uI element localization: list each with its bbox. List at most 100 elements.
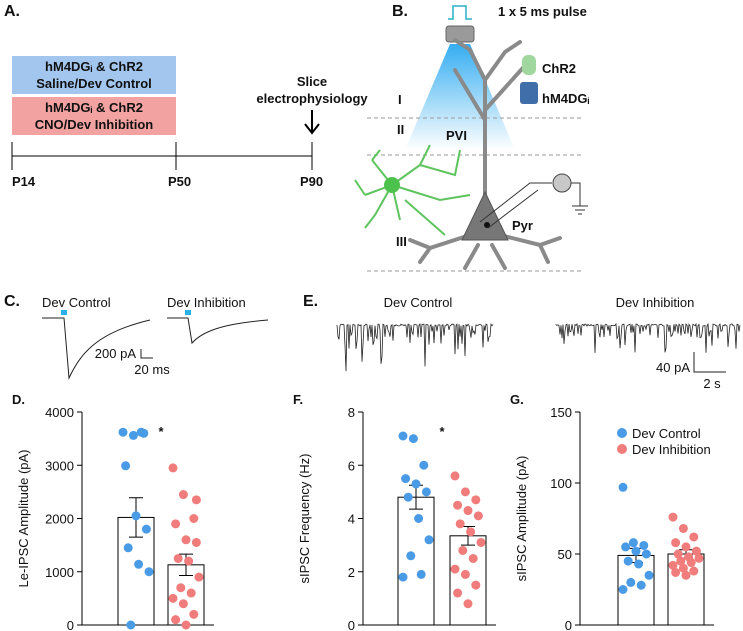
data-point: [134, 559, 144, 569]
data-point: [458, 545, 468, 555]
data-point: [668, 560, 678, 570]
data-point: [416, 569, 426, 579]
data-point: [173, 553, 183, 563]
y-axis-label: Le-IPSC Amplitude (pA): [16, 449, 31, 587]
hm4d-label: hM4DGᵢ: [542, 91, 590, 106]
scale-label: 20 ms: [134, 362, 170, 377]
y-tick-label: 4000: [45, 405, 74, 420]
data-point: [450, 471, 460, 481]
data-point: [628, 538, 638, 548]
data-point: [424, 535, 434, 545]
trace: [555, 322, 741, 353]
legend-marker: [617, 444, 627, 454]
panel-label: A.: [4, 3, 20, 20]
data-point: [466, 527, 476, 537]
data-point: [455, 519, 465, 529]
pyramidal-neuron: [408, 38, 562, 270]
panel-c: C. Dev Control Dev Inhibition 200 pA 20 …: [4, 293, 269, 380]
data-point: [641, 549, 651, 559]
data-point: [128, 430, 138, 440]
data-point: [176, 583, 186, 593]
data-point: [191, 495, 201, 505]
y-axis-label: sIPSC Frequency (Hz): [297, 453, 312, 583]
soma: [461, 190, 509, 241]
data-point: [189, 514, 199, 523]
y-tick-label: 4: [348, 512, 355, 527]
data-point: [421, 487, 431, 497]
panel-e: E. Dev Control Dev Inhibition 40 pA 2 s: [303, 293, 741, 391]
trace-title: Dev Control: [42, 295, 111, 310]
data-point: [453, 588, 463, 598]
y-tick-label: 0: [348, 618, 355, 631]
chr2-icon: [522, 55, 536, 75]
y-tick-label: 6: [348, 458, 355, 473]
data-point: [403, 492, 413, 502]
timepoint: P90: [300, 174, 323, 189]
data-point: [678, 523, 688, 533]
trace: [336, 323, 494, 372]
y-tick-label: 150: [550, 405, 572, 420]
data-point: [673, 549, 683, 559]
box-title: hM4DGᵢ & ChR2: [45, 100, 143, 115]
data-point: [644, 570, 654, 580]
data-point: [141, 524, 151, 534]
data-point: [453, 500, 463, 510]
data-point: [408, 434, 418, 444]
trace: [167, 317, 269, 345]
data-point: [463, 506, 473, 516]
interneuron: [354, 144, 471, 236]
data-point: [671, 567, 681, 577]
layer: I: [398, 92, 402, 107]
bar: [449, 535, 487, 626]
timepoint: P14: [12, 174, 36, 189]
stim-marker: [185, 310, 191, 315]
data-point: [144, 567, 154, 577]
legend-label: Dev Inhibition: [632, 442, 711, 457]
inhibition-box: [12, 97, 176, 135]
data-point: [414, 514, 424, 523]
y-tick-label: 100: [550, 476, 572, 491]
data-point: [189, 609, 199, 619]
data-point: [681, 542, 691, 552]
data-point: [473, 511, 483, 521]
data-point: [631, 546, 641, 556]
pulse-icon: [448, 5, 472, 20]
data-point: [621, 542, 631, 552]
panel-label: C.: [4, 293, 20, 310]
slice-text: electrophysiology: [256, 91, 368, 106]
panel-label: B.: [392, 3, 408, 20]
light-beam: [405, 44, 515, 150]
light-source: [445, 25, 475, 43]
box-text: CNO/Dev Inhibition: [35, 117, 154, 132]
interneuron-soma: [384, 177, 400, 193]
data-point: [463, 599, 473, 609]
data-point: [171, 615, 181, 625]
data-point: [191, 537, 201, 547]
trace-title: Dev Control: [384, 295, 453, 310]
data-point: [694, 553, 704, 563]
legend-label: Dev Control: [632, 426, 701, 441]
box-text: Saline/Dev Control: [36, 76, 152, 91]
amplifier: [552, 173, 572, 193]
data-point: [460, 569, 470, 579]
data-point: [668, 512, 678, 522]
data-point: [676, 556, 686, 566]
data-point: [689, 532, 699, 542]
data-point: [636, 580, 646, 590]
data-point: [401, 474, 411, 484]
y-tick-label: 2: [348, 565, 355, 580]
panel-label: F.: [293, 392, 303, 407]
data-point: [406, 551, 416, 561]
data-point: [678, 563, 688, 573]
data-point: [691, 546, 701, 556]
chr2-label: ChR2: [542, 61, 576, 76]
y-tick-label: 3000: [45, 458, 74, 473]
y-tick-label: 0: [67, 618, 74, 631]
nucleus: [484, 222, 490, 228]
y-tick-label: 50: [558, 547, 572, 562]
pvi-label: PVI: [446, 128, 467, 143]
hm4d-icon: [520, 82, 538, 104]
slice-text: Slice: [297, 74, 327, 89]
data-point: [171, 519, 181, 529]
